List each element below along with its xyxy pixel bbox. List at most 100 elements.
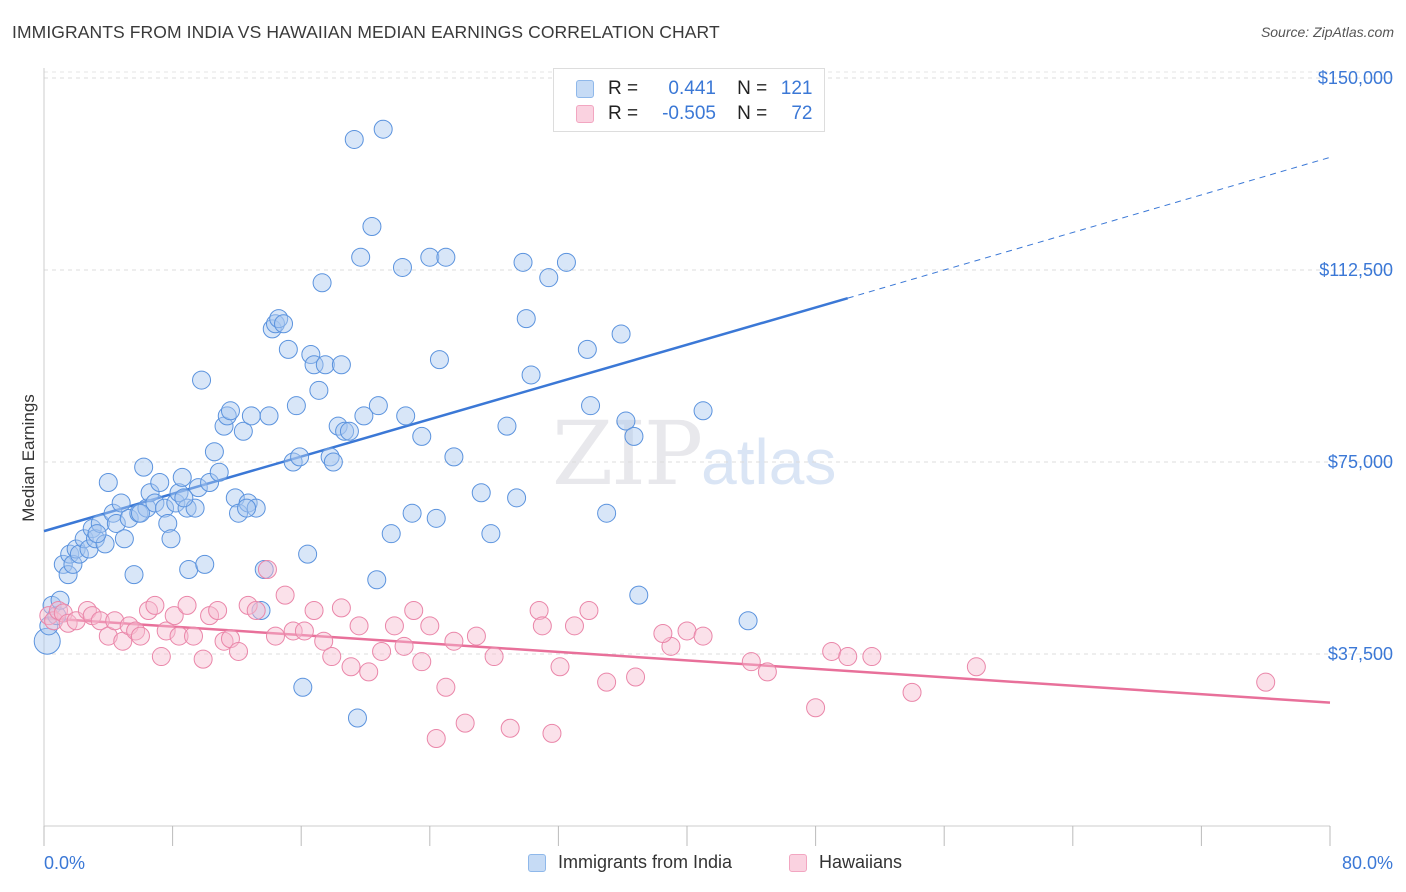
chart-source: Source: ZipAtlas.com — [1260, 24, 1394, 40]
hawaii-point — [105, 611, 125, 631]
india-point — [209, 462, 229, 482]
hawaii-trend-line — [43, 616, 1331, 704]
legend-row-india: R = 0.441 N = 121 — [576, 77, 812, 101]
hawaii-point — [265, 626, 285, 646]
india-point — [497, 416, 517, 436]
india-point — [323, 452, 343, 472]
bottom-legend-swatch-hawaii — [789, 853, 807, 872]
india-point — [33, 627, 61, 655]
india-point — [344, 129, 364, 149]
india-point — [556, 252, 576, 272]
hawaii-point — [466, 626, 486, 646]
hawaii-point — [208, 600, 228, 620]
india-point — [521, 365, 541, 385]
india-point — [420, 247, 440, 267]
india-point — [177, 498, 197, 518]
hawaii-point — [693, 626, 713, 646]
india-point — [412, 426, 432, 446]
hawaii-point — [500, 718, 520, 738]
india-point — [507, 488, 527, 508]
india-point — [95, 534, 115, 554]
legend-swatch-hawaii — [576, 105, 594, 123]
india-point — [217, 406, 237, 426]
hawaii-point — [314, 631, 334, 651]
india-point — [69, 544, 89, 564]
legend-r-value-india: 0.441 — [668, 78, 716, 99]
hawaii-point — [902, 682, 922, 702]
india-point — [426, 508, 446, 528]
india-point — [195, 554, 215, 574]
india-point — [354, 406, 374, 426]
hawaii-point — [48, 600, 68, 620]
hawaii-point — [412, 652, 432, 672]
hawaii-point — [164, 606, 184, 626]
india-point — [98, 472, 118, 492]
hawaii-point — [677, 621, 697, 641]
india-point — [629, 585, 649, 605]
india-point — [274, 314, 294, 334]
india-point — [200, 472, 220, 492]
hawaii-point — [359, 662, 379, 682]
india-point — [429, 350, 449, 370]
hawaii-point — [564, 616, 584, 636]
india-point — [192, 370, 212, 390]
india-point — [130, 503, 150, 523]
india-point — [74, 529, 94, 549]
chart-title: IMMIGRANTS FROM INDIA VS HAWAIIAN MEDIAN… — [12, 22, 720, 42]
india-point — [233, 421, 253, 441]
hawaii-point — [58, 613, 78, 633]
hawaii-point — [966, 657, 986, 677]
y-tick-label: $75,000 — [1328, 452, 1393, 472]
india-point — [320, 447, 340, 467]
india-point — [111, 493, 131, 513]
india-point — [471, 483, 491, 503]
india-point — [298, 544, 318, 564]
india-point — [328, 416, 348, 436]
india-point — [53, 554, 73, 574]
grid-lines — [44, 71, 1396, 655]
hawaii-point — [183, 626, 203, 646]
india-point — [396, 406, 416, 426]
india-point — [259, 406, 279, 426]
hawaii-point — [626, 667, 646, 687]
india-point — [246, 498, 266, 518]
hawaii-point — [169, 626, 189, 646]
hawaii-point — [653, 624, 673, 644]
india-point — [539, 268, 559, 288]
hawaii-point — [420, 616, 440, 636]
hawaii-point — [138, 600, 158, 620]
legend-n-label: N = — [737, 103, 768, 124]
india-point — [265, 314, 285, 334]
legend-n-value-india: 121 — [780, 78, 813, 99]
hawaii-point — [529, 600, 549, 620]
bottom-legend-india: Immigrants from India — [528, 852, 732, 873]
legend-r-value-hawaii: -0.505 — [662, 103, 716, 124]
india-point — [402, 503, 422, 523]
legend-swatch-india — [576, 80, 594, 98]
india-point — [293, 677, 313, 697]
india-point — [262, 319, 282, 339]
india-point — [362, 216, 382, 236]
hawaii-point — [349, 616, 369, 636]
india-point — [738, 611, 758, 631]
india-point — [145, 493, 165, 513]
legend-row-hawaii: R = -0.505 N = 72 — [576, 102, 812, 126]
hawaii-point — [394, 636, 414, 656]
hawaii-point — [331, 598, 351, 618]
hawaii-point — [436, 677, 456, 697]
india-point — [174, 488, 194, 508]
y-axis-label: Median Earnings — [19, 394, 38, 522]
hawaii-point — [193, 649, 213, 669]
india-point — [241, 406, 261, 426]
legend-n-value-hawaii: 72 — [791, 103, 813, 124]
india-point — [616, 411, 636, 431]
india-point — [114, 529, 134, 549]
hawaii-point — [145, 595, 165, 615]
india-point — [106, 513, 126, 533]
india-point — [392, 257, 412, 277]
india-point — [90, 513, 110, 533]
india-point — [188, 478, 208, 498]
india-point — [304, 355, 324, 375]
india-trend-extension — [847, 156, 1331, 299]
